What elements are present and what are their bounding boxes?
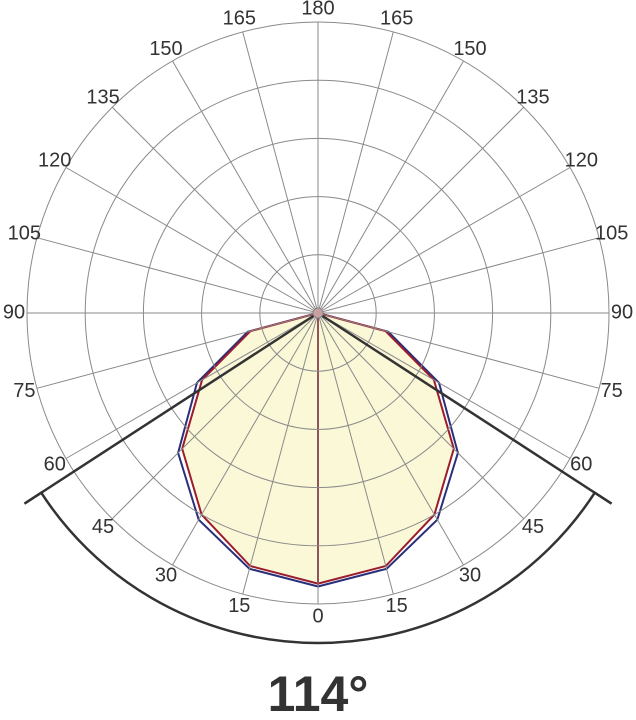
intensity-curve <box>181 311 319 585</box>
angle-label: 60 <box>570 453 592 475</box>
grid-spoke <box>317 106 525 314</box>
grid-spoke <box>317 237 600 314</box>
angle-label: 150 <box>453 38 486 60</box>
grid-spoke <box>317 312 394 595</box>
angle-label: 180 <box>301 0 334 19</box>
grid-spoke <box>317 60 464 314</box>
grid-spoke <box>242 31 319 314</box>
grid-spoke <box>317 167 571 314</box>
grid-spoke <box>172 312 319 566</box>
angle-label: 30 <box>155 565 177 587</box>
grid-spoke <box>65 167 319 314</box>
angle-label: 120 <box>565 149 598 171</box>
center-dot <box>312 307 324 319</box>
beam-line <box>317 311 613 505</box>
grid-spoke <box>111 312 319 520</box>
grid-spoke <box>111 106 319 314</box>
grid-spoke <box>36 312 319 389</box>
angle-label: 90 <box>611 301 633 323</box>
grid-spoke <box>317 312 600 389</box>
grid-spoke <box>317 312 525 520</box>
angle-label: 165 <box>380 8 413 30</box>
beam-arc <box>23 491 613 645</box>
angle-label: 165 <box>223 8 256 30</box>
angle-label: 105 <box>8 223 41 245</box>
angle-label: 150 <box>149 38 182 60</box>
grid-spoke <box>242 312 319 595</box>
grid-spoke <box>36 237 319 314</box>
grid-spoke <box>317 31 394 314</box>
angle-label: 75 <box>13 380 35 402</box>
intensity-curve <box>317 311 455 585</box>
beam-line <box>23 311 319 505</box>
angle-label: 0 <box>312 605 323 627</box>
angle-label: 15 <box>228 595 250 617</box>
grid-spoke <box>317 312 571 459</box>
grid-spoke <box>317 312 464 566</box>
angle-label: 105 <box>595 223 628 245</box>
grid-spoke <box>65 312 319 459</box>
angle-label: 60 <box>44 453 66 475</box>
angle-label: 15 <box>386 595 408 617</box>
angle-label: 120 <box>38 149 71 171</box>
angle-label: 30 <box>459 565 481 587</box>
angle-label: 90 <box>3 301 25 323</box>
angle-label: 135 <box>86 86 119 108</box>
angle-label: 75 <box>601 380 623 402</box>
angle-label: 45 <box>522 516 544 538</box>
beam-angle-label: 114° <box>268 666 369 720</box>
grid-spoke <box>172 60 319 314</box>
angle-label: 45 <box>92 516 114 538</box>
angle-label: 135 <box>516 86 549 108</box>
